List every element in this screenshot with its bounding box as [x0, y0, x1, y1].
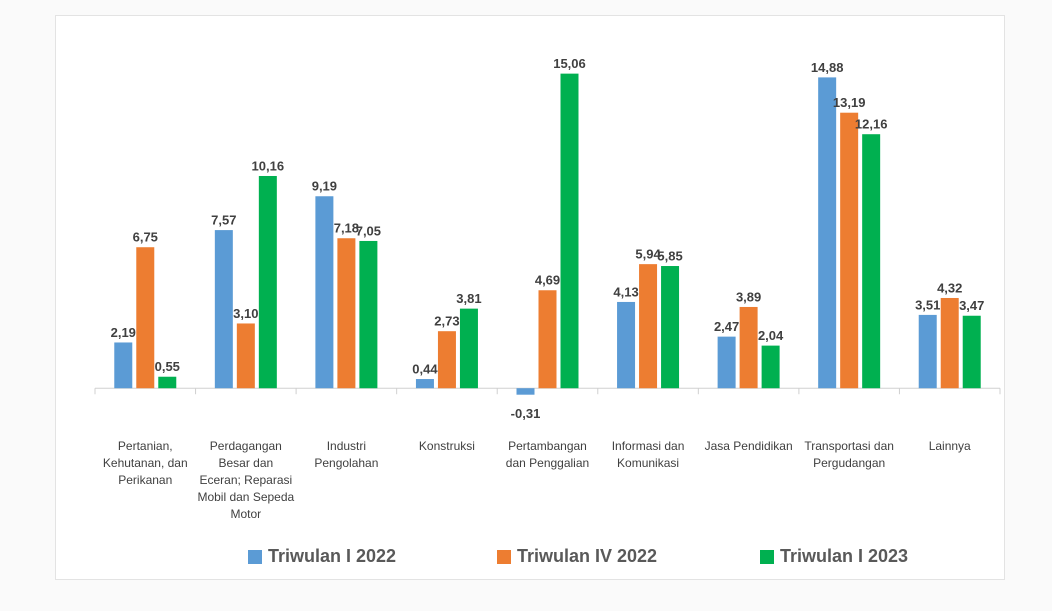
bar [359, 240, 378, 389]
x-tick-label: Perdagangan Besar dan Eceran; Reparasi M… [197, 439, 295, 521]
value-label: 0,44 [412, 361, 438, 376]
value-label: 4,32 [937, 280, 962, 295]
value-label: 6,75 [133, 230, 158, 245]
x-tick-label: Jasa Pendidikan [704, 439, 793, 453]
value-label: 3,10 [233, 306, 258, 321]
legend-swatch [497, 549, 511, 564]
bar [136, 247, 155, 389]
legend-item: Triwulan I 2022 [248, 546, 396, 567]
legend-label: Triwulan I 2023 [780, 546, 909, 566]
value-label: 10,16 [252, 158, 285, 173]
value-label: 7,57 [211, 213, 236, 228]
bar [158, 376, 177, 389]
x-tick-label: Informasi dan Komunikasi [611, 439, 685, 470]
bar [862, 134, 881, 389]
value-label: 13,19 [833, 95, 866, 110]
value-label: 3,81 [456, 291, 481, 306]
value-label: 4,13 [613, 284, 638, 299]
value-label: 3,89 [736, 289, 761, 304]
bar [818, 77, 837, 389]
value-label: 12,16 [855, 117, 888, 132]
x-tick-label: Konstruksi [418, 439, 475, 453]
value-label: 0,55 [155, 359, 180, 374]
bar [940, 297, 959, 389]
value-label: 2,04 [758, 328, 784, 343]
value-label: 2,47 [714, 319, 739, 334]
bar [236, 323, 255, 389]
bar [761, 345, 780, 389]
value-label: 15,06 [553, 56, 586, 71]
value-label: -0,31 [511, 406, 541, 421]
bar [717, 336, 736, 389]
value-label: 7,05 [356, 223, 381, 238]
bar [258, 175, 277, 389]
value-label: 5,85 [657, 248, 682, 263]
bar [516, 388, 535, 395]
bar [114, 342, 133, 389]
legend-label: Triwulan IV 2022 [517, 546, 658, 566]
value-label: 7,18 [334, 221, 359, 236]
legend-label: Triwulan I 2022 [268, 546, 397, 566]
value-label: 2,19 [111, 325, 136, 340]
bar [739, 306, 758, 389]
bar [538, 290, 557, 389]
legend-item: Triwulan IV 2022 [497, 546, 657, 567]
bar [661, 266, 680, 389]
bar [459, 308, 478, 389]
bar [962, 315, 981, 389]
value-label: 3,47 [959, 298, 984, 313]
bar [337, 238, 356, 389]
bar [918, 314, 937, 389]
value-label: 9,19 [312, 179, 337, 194]
value-label: 3,51 [915, 297, 940, 312]
bar [415, 379, 434, 389]
bar [617, 301, 636, 389]
value-label: 5,94 [635, 247, 661, 262]
bar [560, 73, 579, 389]
value-label: 4,69 [535, 273, 560, 288]
value-label: 2,73 [434, 314, 459, 329]
legend-swatch [248, 549, 262, 564]
x-tick-label: Lainnya [928, 439, 971, 453]
x-tick-label: Pertanian, Kehutanan, dan Perikanan [102, 439, 188, 487]
value-label: 14,88 [811, 60, 844, 75]
bar [315, 196, 334, 389]
x-tick-label: Pertambangan dan Penggalian [505, 439, 590, 470]
bar [214, 230, 233, 389]
legend-item: Triwulan I 2023 [760, 546, 908, 567]
bar [639, 264, 658, 389]
bar [437, 331, 456, 389]
legend-swatch [760, 549, 774, 564]
bar [840, 112, 859, 389]
x-tick-label: Industri Pengolahan [314, 439, 379, 470]
x-tick-label: Transportasi dan Pergudangan [804, 439, 894, 470]
